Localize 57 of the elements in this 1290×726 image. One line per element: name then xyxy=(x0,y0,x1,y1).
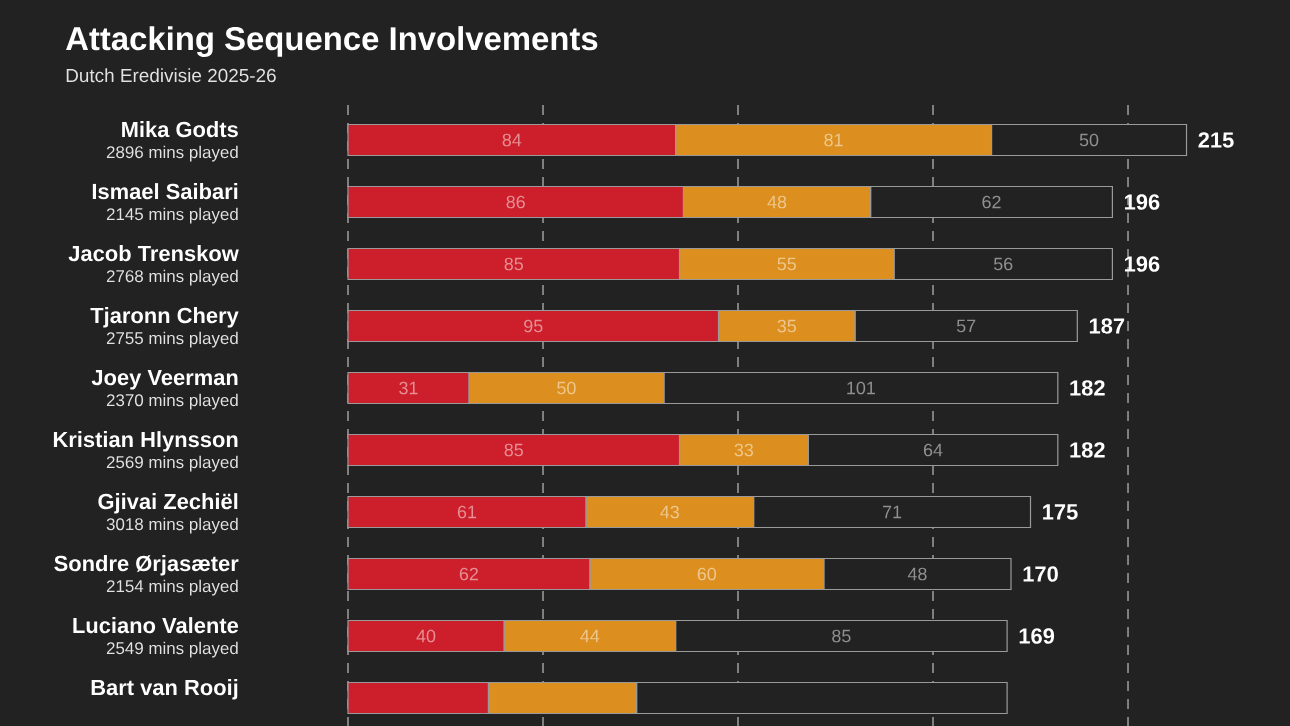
total-label: 182 xyxy=(1070,380,1105,396)
data-label: 33 xyxy=(734,443,754,457)
text: 2755 mins played xyxy=(106,331,238,348)
chart-title: Attacking Sequence Involvements xyxy=(66,26,598,57)
y-tick-label: Sondre Ørjasæter xyxy=(54,555,239,576)
total-label: 182 xyxy=(1070,442,1105,458)
data-label: 43 xyxy=(660,505,679,519)
y-tick-label: Ismael Saibari xyxy=(92,183,238,200)
data-label: 85 xyxy=(832,629,851,643)
data-label: 55 xyxy=(777,257,796,271)
total-label: 215 xyxy=(1198,132,1234,148)
data-label: 85 xyxy=(504,257,523,271)
data-label: 57 xyxy=(956,319,976,333)
data-label: 95 xyxy=(524,319,543,333)
data-label: 44 xyxy=(580,629,600,643)
text: 2896 mins played xyxy=(106,145,238,162)
y-tick-label: Bart van Rooij xyxy=(91,679,238,700)
y-tick-label: Joey Veerman xyxy=(91,369,238,390)
total-label: 169 xyxy=(1019,628,1055,644)
text: 2569 mins played xyxy=(106,455,238,472)
data-label: 40 xyxy=(416,629,436,643)
data-label: 48 xyxy=(767,195,787,209)
text: 2549 mins played xyxy=(106,641,238,658)
total-label: 170 xyxy=(1023,566,1058,582)
text: Dutch Eredivisie 2025-26 xyxy=(66,68,276,83)
y-tick-label: Kristian Hlynsson xyxy=(53,431,238,452)
data-label: 61 xyxy=(457,505,477,519)
total-label: 187 xyxy=(1089,318,1125,334)
data-label: 31 xyxy=(399,381,418,395)
total-label: 196 xyxy=(1124,194,1160,210)
data-label: 56 xyxy=(993,257,1013,271)
y-tick-label: Tjaronn Chery xyxy=(90,307,239,328)
data-label: 85 xyxy=(504,443,523,457)
data-label: 64 xyxy=(923,443,943,457)
data-label: 101 xyxy=(847,381,875,395)
y-tick-label: Gjivai Zechiël xyxy=(98,493,238,514)
text: 3018 mins played xyxy=(106,517,238,534)
y-tick-label: Mika Godts xyxy=(122,121,238,138)
data-label: 62 xyxy=(459,567,478,581)
y-tick-label: Luciano Valente xyxy=(73,617,239,634)
data-label: 81 xyxy=(824,133,843,147)
data-label: 62 xyxy=(982,195,1001,209)
data-label: 50 xyxy=(557,381,576,395)
data-label: 35 xyxy=(777,319,796,333)
text: 2768 mins played xyxy=(106,269,238,286)
text: 2145 mins played xyxy=(106,207,238,224)
data-label: 60 xyxy=(697,567,717,581)
data-label: 84 xyxy=(502,133,522,147)
data-label: 48 xyxy=(907,567,927,581)
text: 2154 mins played xyxy=(106,579,238,596)
data-label: 71 xyxy=(883,505,902,519)
data-label: 50 xyxy=(1079,133,1099,147)
data-label: 86 xyxy=(506,195,525,209)
total-label: 175 xyxy=(1043,504,1078,520)
y-tick-label: Jacob Trenskow xyxy=(68,245,239,262)
total-label: 196 xyxy=(1124,256,1160,272)
text: 2370 mins played xyxy=(106,393,238,410)
